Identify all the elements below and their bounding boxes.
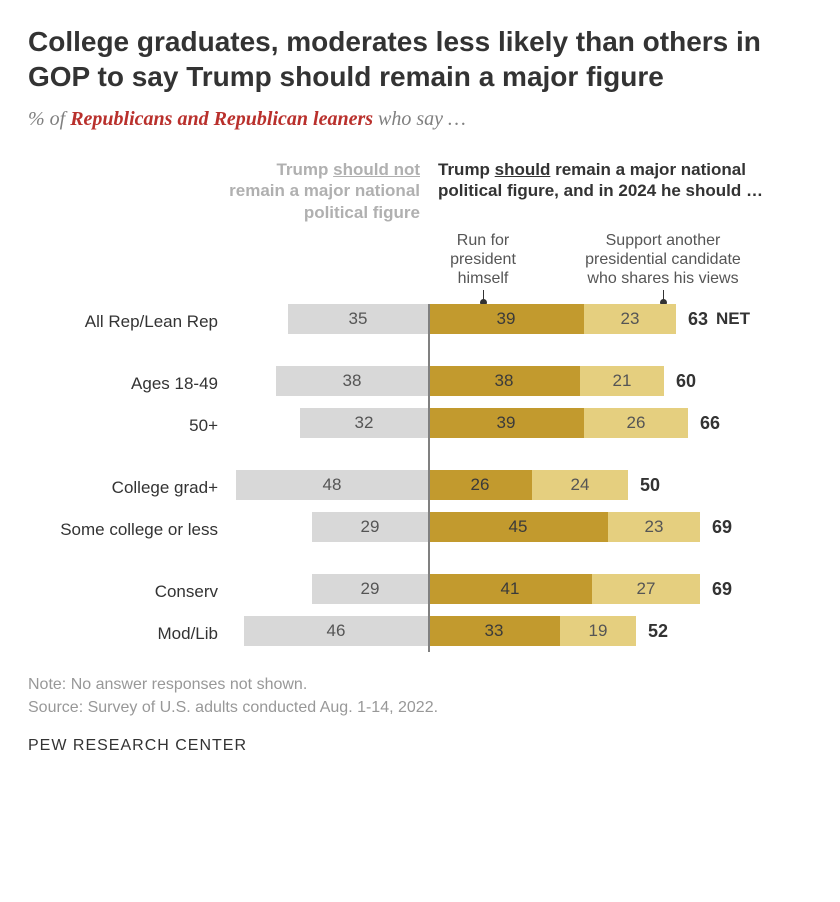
net-value: 60 [676,371,696,392]
bar-segment-run: 39 [428,304,584,334]
net-word-label: NET [716,309,750,329]
subtitle-suffix: who say … [373,108,466,130]
row-label: Some college or less [38,520,228,540]
bar-segment-support: 24 [532,470,628,500]
net-value: 52 [648,621,668,642]
row-label: Mod/Lib [38,624,228,644]
brand-label: PEW RESEARCH CENTER [28,737,812,755]
footnotes: Note: No answer responses not shown. Sou… [28,674,812,719]
chart-subtitle: % of Republicans and Republican leaners … [28,108,812,131]
bar-segment-run: 38 [428,366,580,396]
net-value: 63 [688,309,708,330]
bar-zone: 38382160 [228,366,812,402]
bar-segment-run: 26 [428,470,532,500]
axis-divider [428,304,430,652]
subtitle-prefix: % of [28,108,70,130]
bar-segment-support: 27 [592,574,700,604]
row-label: College grad+ [38,478,228,498]
bar-zone: 294523 69 [228,512,812,548]
bar-zone: 323926 66 [228,408,812,444]
chart-area: Trump should not remain a major national… [38,159,812,652]
net-value: 69 [712,517,732,538]
row-label: All Rep/Lean Rep [38,312,228,332]
bar-segment-run: 33 [428,616,560,646]
bar-segment-support: 23 [584,304,676,334]
net-value: 69 [712,579,732,600]
bar-segment-not: 35 [288,304,428,334]
bar-segment-run: 45 [428,512,608,542]
row-label: Conserv [38,582,228,602]
net-value: 66 [700,413,720,434]
column-headers: Trump should not remain a major national… [38,159,812,223]
bar-segment-run: 41 [428,574,592,604]
bar-segment-not: 29 [312,512,428,542]
chart-row: College grad+ 482624 50 [38,470,812,506]
source-text: Source: Survey of U.S. adults conducted … [28,697,812,719]
bar-segment-support: 19 [560,616,636,646]
bar-segment-not: 48 [236,470,428,500]
chart-row: Conserv 294127 69 [38,574,812,610]
bar-zone: 294127 69 [228,574,812,610]
bar-zone: 482624 50 [228,470,812,506]
bar-segment-support: 26 [584,408,688,438]
chart-row: All Rep/Lean Rep 353923 63 NET [38,304,812,340]
header-should-not: Trump should not remain a major national… [228,159,428,223]
bar-segment-not: 46 [244,616,428,646]
bar-zone: 353923 63 NET [228,304,812,340]
net-value: 50 [640,475,660,496]
bar-zone: 463319 52 [228,616,812,652]
note-text: Note: No answer responses not shown. [28,674,812,696]
chart-row: Mod/Lib 463319 52 [38,616,812,652]
chart-row: Some college or less 294523 69 [38,512,812,548]
chart-row: Ages 18-4938382160 [38,366,812,402]
pointer-support-icon [663,290,664,302]
chart-rows: All Rep/Lean Rep35392363NETAges 18-49383… [38,304,812,652]
chart-title: College graduates, moderates less likely… [28,24,812,94]
bar-segment-support: 23 [608,512,700,542]
row-label: Ages 18-49 [38,374,228,394]
pointer-run-icon [483,290,484,302]
sub-header-support: Support another presidential candidate w… [578,231,748,289]
row-label: 50+ [38,416,228,436]
bar-segment-run: 39 [428,408,584,438]
header-should: Trump should remain a major national pol… [428,159,812,223]
sub-header-run: Run for president himself [428,231,538,289]
subtitle-highlight: Republicans and Republican leaners [70,108,373,130]
bar-segment-not: 32 [300,408,428,438]
bar-segment-not: 38 [276,366,428,396]
chart-row: 50+ 323926 66 [38,408,812,444]
bar-segment-support: 21 [580,366,664,396]
bar-segment-not: 29 [312,574,428,604]
sub-headers: Run for president himself Support anothe… [38,231,812,289]
